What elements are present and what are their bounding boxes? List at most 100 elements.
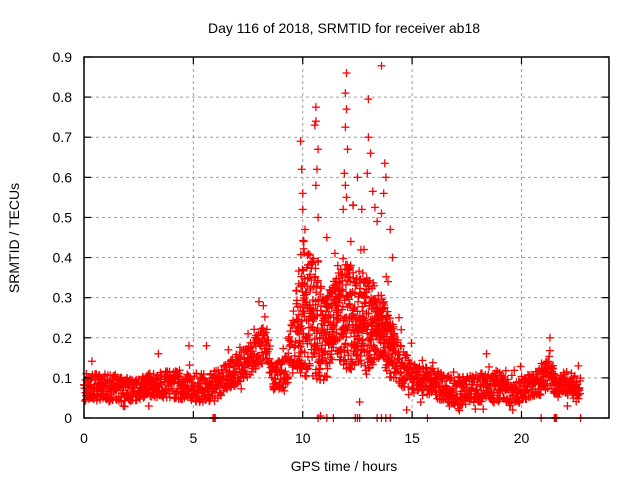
data-point: [388, 253, 397, 262]
data-point: [370, 281, 379, 290]
data-point: [427, 388, 436, 397]
data-point: [449, 368, 458, 377]
data-point: [353, 173, 362, 182]
data-point: [576, 374, 585, 383]
data-point: [294, 310, 303, 319]
data-point: [338, 287, 347, 296]
data-point: [355, 275, 364, 284]
data-point: [313, 324, 322, 333]
data-point: [536, 390, 545, 399]
data-point: [379, 189, 388, 198]
data-point: [358, 269, 367, 278]
data-point: [305, 273, 314, 282]
data-point: [324, 311, 333, 320]
data-point: [341, 89, 350, 98]
data-point: [366, 357, 375, 366]
data-point: [198, 373, 207, 382]
data-point: [381, 173, 390, 182]
data-point: [422, 363, 431, 372]
data-point: [302, 290, 311, 299]
data-point: [305, 361, 314, 370]
data-point: [87, 375, 96, 384]
data-point: [340, 169, 349, 178]
data-point: [325, 350, 334, 359]
data-point: [339, 254, 348, 263]
data-point: [430, 369, 439, 378]
data-point: [364, 95, 373, 104]
data-point: [343, 346, 352, 355]
x-tick-label: 15: [404, 430, 420, 446]
data-point: [239, 368, 248, 377]
data-point: [313, 339, 322, 348]
data-point: [287, 337, 296, 346]
data-point: [351, 281, 360, 290]
data-point: [341, 123, 350, 132]
data-point: [346, 261, 355, 270]
data-point: [377, 291, 386, 300]
data-point: [344, 351, 353, 360]
data-point: [297, 317, 306, 326]
data-point: [358, 335, 367, 344]
data-point: [237, 384, 246, 393]
data-point: [360, 299, 369, 308]
data-point: [570, 373, 579, 382]
data-point: [336, 293, 345, 302]
data-point: [562, 367, 571, 376]
data-point: [344, 323, 353, 332]
y-tick-label: 0.4: [53, 250, 73, 266]
data-point: [259, 301, 268, 310]
x-tick-label: 20: [514, 430, 530, 446]
data-point: [327, 353, 336, 362]
data-point: [404, 390, 413, 399]
data-point: [364, 364, 373, 373]
data-point: [549, 369, 558, 378]
data-point: [367, 335, 376, 344]
data-point: [382, 272, 391, 281]
data-point: [393, 335, 402, 344]
data-point: [362, 325, 371, 334]
y-axis-label: SRMTID / TECUs: [6, 183, 22, 293]
data-point: [296, 368, 305, 377]
data-point: [256, 342, 265, 351]
data-point: [250, 325, 259, 334]
data-point: [361, 292, 370, 301]
data-point: [311, 117, 320, 126]
data-point: [314, 145, 323, 154]
data-point: [364, 320, 373, 329]
data-point: [265, 342, 274, 351]
data-point: [296, 250, 305, 259]
axis-ticks: [83, 56, 609, 419]
data-point: [166, 384, 175, 393]
data-point: [119, 401, 128, 410]
data-point: [315, 364, 324, 373]
y-tick-label: 0.1: [53, 370, 73, 386]
data-point: [355, 267, 364, 276]
data-point: [395, 313, 403, 322]
data-point: [471, 405, 480, 414]
data-point: [342, 69, 351, 78]
data-point: [202, 341, 211, 350]
data-point: [402, 405, 411, 414]
data-point: [455, 406, 464, 415]
data-point: [482, 349, 491, 358]
data-point: [501, 366, 510, 375]
data-point: [299, 237, 308, 246]
data-point: [345, 295, 354, 304]
data-point: [386, 225, 395, 234]
data-point: [297, 165, 306, 174]
data-point: [343, 325, 352, 334]
data-point: [370, 203, 379, 212]
data-point: [309, 304, 318, 313]
data-point: [507, 371, 516, 380]
data-point: [397, 342, 406, 351]
data-point: [377, 61, 386, 70]
data-point: [373, 217, 382, 226]
data-point: [323, 364, 332, 373]
data-point: [365, 336, 374, 345]
y-tick-label: 0.8: [53, 89, 73, 105]
data-point: [397, 325, 406, 334]
data-point: [296, 342, 305, 351]
data-point: [345, 301, 354, 310]
data-point: [390, 329, 399, 338]
data-point: [303, 274, 312, 283]
